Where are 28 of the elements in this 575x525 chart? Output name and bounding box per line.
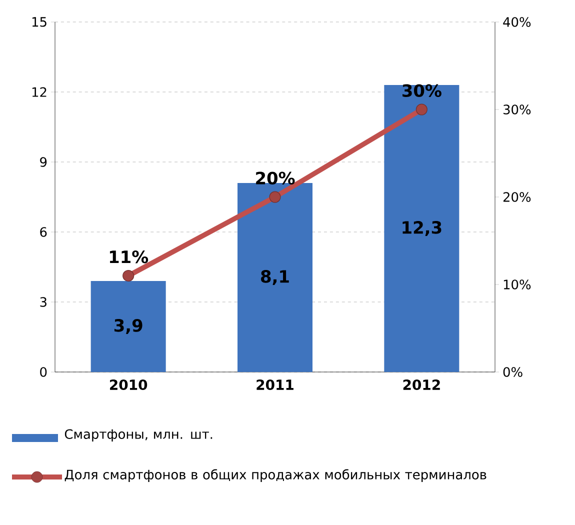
x-tick-label: 2012	[403, 379, 440, 390]
y2-tick-label: 30%	[503, 104, 531, 114]
legend-label: Смартфоны, млн. шт.	[64, 429, 212, 442]
y-tick-label: 0	[40, 367, 47, 377]
y-tick-label: 6	[40, 227, 47, 237]
x-tick-label: 2011	[256, 379, 294, 390]
legend-label: Доля смартфонов в общих продажах мобильных терминалов	[64, 469, 486, 482]
data-label: 30%	[402, 84, 442, 98]
y2-tick-label: 40%	[503, 17, 531, 27]
data-label: 3,9	[114, 319, 142, 334]
y-tick-label: 12	[32, 87, 46, 97]
y-tick-label: 3	[40, 297, 46, 307]
bar	[90, 280, 166, 372]
data-label: 20%	[256, 172, 295, 185]
bar	[384, 84, 460, 372]
y2-tick-label: 10%	[504, 280, 531, 290]
point	[122, 270, 134, 282]
data-label: 11%	[110, 250, 148, 264]
data-label: 12,3	[402, 221, 442, 236]
point	[269, 191, 281, 203]
bar	[238, 182, 312, 372]
y-tick-label: 9	[40, 157, 47, 167]
point	[416, 104, 428, 116]
y2-tick-label: 0%	[503, 367, 522, 377]
y-tick-label: 15	[32, 17, 46, 27]
y2-tick-label: 20%	[503, 192, 531, 202]
x-tick-label: 2010	[110, 379, 148, 390]
data-label: 8,1	[261, 270, 289, 285]
